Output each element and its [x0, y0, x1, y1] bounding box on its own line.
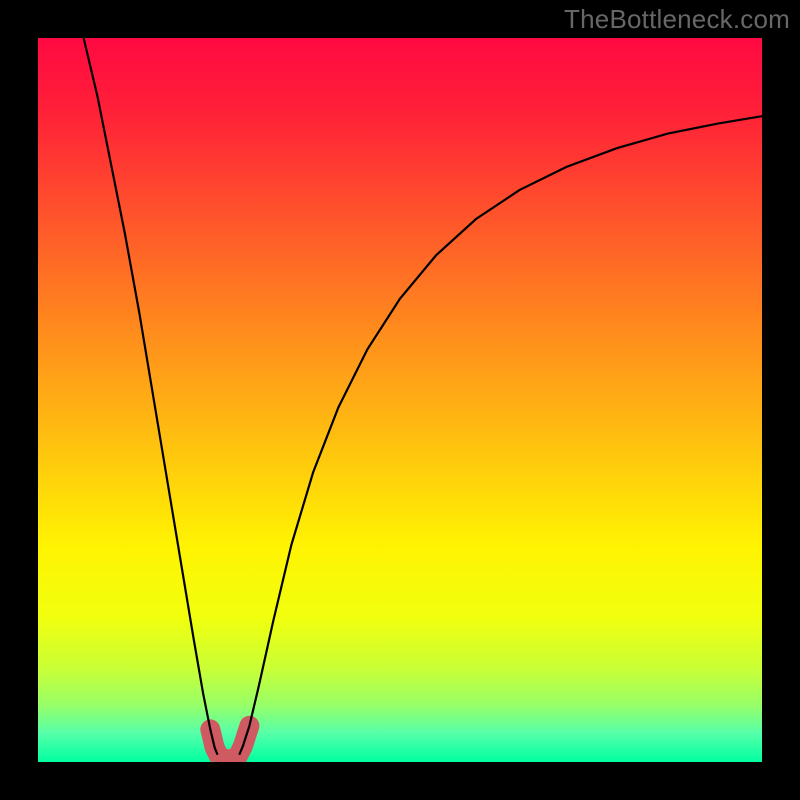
chart-frame: TheBottleneck.com	[0, 0, 800, 800]
curve-left	[84, 38, 218, 755]
curve-layer	[38, 38, 762, 762]
watermark-label: TheBottleneck.com	[564, 4, 790, 35]
curve-right	[239, 116, 762, 755]
plot-area	[38, 38, 762, 762]
